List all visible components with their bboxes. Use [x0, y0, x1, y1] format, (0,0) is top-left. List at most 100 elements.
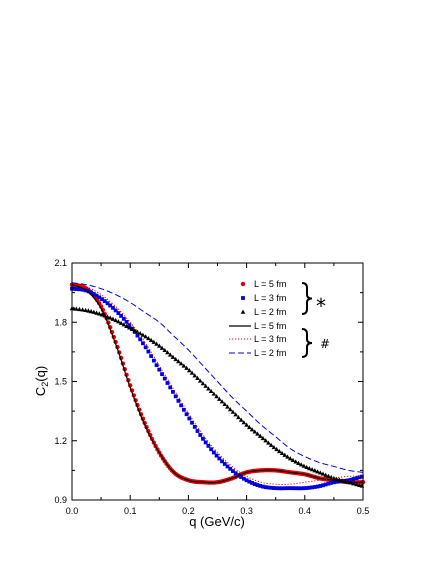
- y-tick-label: 1.5: [54, 377, 67, 387]
- data-point: [261, 484, 265, 489]
- group-brace-markers: [301, 282, 313, 315]
- data-point: [293, 486, 298, 491]
- series-layer: [69, 282, 366, 491]
- data-point: [354, 476, 359, 481]
- x-tick-label: 0.1: [124, 506, 137, 516]
- data-point: [263, 438, 268, 443]
- data-point: [268, 442, 274, 447]
- group-mark-hash: #: [320, 337, 330, 351]
- data-point: [170, 354, 176, 359]
- data-point: [244, 422, 249, 427]
- data-point: [287, 456, 293, 461]
- data-point: [304, 464, 309, 470]
- data-point: [258, 484, 263, 488]
- data-point: [157, 343, 162, 348]
- data-point: [271, 444, 277, 450]
- data-point: [304, 486, 309, 490]
- data-point: [143, 334, 148, 339]
- legend-item-l-5-fm-solid: L = 5 fm: [229, 321, 286, 331]
- data-point: [241, 420, 247, 425]
- data-point: [225, 404, 230, 409]
- data-point: [321, 483, 325, 488]
- data-point: [332, 480, 336, 485]
- data-point: [176, 398, 181, 403]
- series-line: [71, 284, 363, 484]
- data-point: [138, 337, 143, 342]
- data-point: [108, 303, 113, 308]
- data-point: [203, 440, 208, 445]
- data-point: [291, 486, 295, 491]
- data-point: [192, 373, 198, 378]
- data-point: [100, 297, 104, 302]
- data-point: [239, 475, 244, 479]
- data-point: [181, 407, 186, 412]
- data-point: [222, 401, 228, 407]
- data-point: [154, 363, 159, 368]
- data-point: [187, 368, 192, 373]
- data-point: [252, 429, 258, 434]
- x-tick-label: 0.2: [182, 506, 195, 516]
- data-point: [233, 412, 238, 417]
- data-point: [149, 354, 154, 358]
- y-tick-label: 1.8: [54, 317, 67, 327]
- data-point: [86, 308, 91, 313]
- y-axis-title-tail: (q): [33, 366, 48, 382]
- data-point: [167, 352, 173, 357]
- data-point: [195, 375, 200, 381]
- data-point: [231, 469, 235, 474]
- data-point: [192, 425, 197, 429]
- data-point: [203, 383, 208, 388]
- group-mark-star: *: [316, 294, 326, 318]
- data-point: [354, 482, 359, 487]
- data-point: [151, 358, 156, 363]
- y-tick-label: 0.9: [54, 495, 67, 505]
- data-point: [217, 396, 222, 401]
- legend-marker: [240, 281, 246, 287]
- data-point: [233, 471, 238, 476]
- data-point: [307, 466, 312, 471]
- data-point: [74, 287, 79, 291]
- data-point: [285, 486, 290, 491]
- data-point: [181, 363, 187, 368]
- data-point: [277, 448, 282, 454]
- data-point: [331, 475, 337, 481]
- data-point: [190, 420, 194, 425]
- data-point: [135, 329, 140, 334]
- data-point: [301, 463, 307, 468]
- data-point: [91, 292, 96, 296]
- data-point: [274, 486, 279, 491]
- data-point: [94, 310, 99, 315]
- data-point: [288, 486, 293, 491]
- data-point: [197, 378, 203, 383]
- data-point: [206, 386, 211, 391]
- data-point: [121, 316, 126, 321]
- data-point: [359, 474, 364, 479]
- x-axis-title: q (GeV/c): [189, 514, 245, 529]
- data-point: [211, 391, 217, 396]
- legend: L = 5 fm L = 3 fm L = 2 fm L = 5 fm L = 3 fm…: [229, 279, 330, 358]
- data-point: [351, 477, 356, 481]
- plot-area: 0.0 0.1 0.2 0.3 0.4 0.5 0.9 1.2 1.5 1.8 2.1: [54, 258, 369, 516]
- data-point: [141, 341, 145, 346]
- data-point: [249, 427, 255, 432]
- data-point: [217, 456, 222, 461]
- data-point: [105, 314, 110, 319]
- data-point: [94, 293, 99, 298]
- data-point: [296, 460, 301, 466]
- data-point: [282, 452, 288, 457]
- data-point: [274, 446, 279, 452]
- x-tick-label: 0.4: [299, 506, 312, 516]
- data-point: [238, 417, 244, 422]
- data-point: [250, 481, 254, 485]
- data-point: [162, 347, 168, 353]
- data-point: [165, 350, 170, 355]
- data-point: [110, 316, 116, 321]
- data-point: [96, 311, 102, 316]
- data-point: [165, 381, 170, 385]
- data-point: [219, 399, 225, 404]
- series-l-2-fm-markers-triangle: [69, 306, 365, 488]
- series-line: [71, 282, 364, 473]
- data-point: [334, 479, 339, 484]
- data-point: [124, 319, 129, 324]
